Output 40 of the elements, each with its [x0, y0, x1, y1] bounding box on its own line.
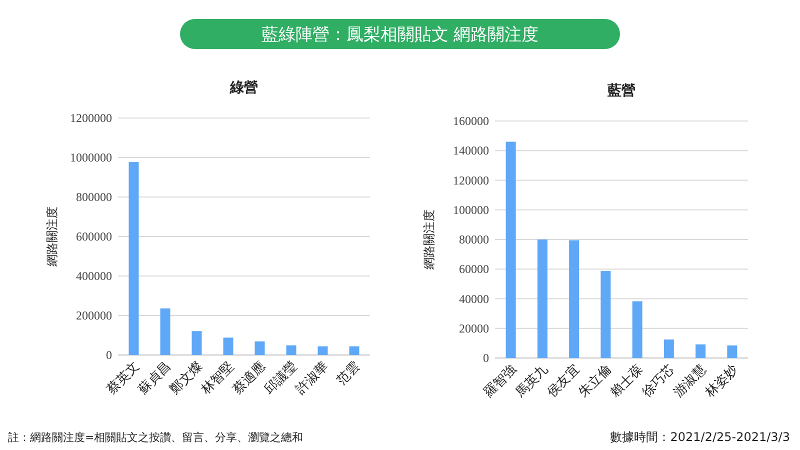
bar	[223, 338, 234, 355]
y-tick-label: 100000	[453, 202, 489, 217]
bar	[727, 345, 738, 358]
bar	[349, 346, 360, 355]
y-tick-label: 140000	[453, 144, 489, 158]
y-tick-label: 60000	[459, 262, 489, 276]
bar	[318, 346, 328, 355]
chart-title: 藍營	[606, 83, 636, 99]
y-tick-label: 40000	[459, 292, 489, 306]
y-tick-label: 20000	[459, 321, 489, 336]
y-tick-label: 0	[483, 351, 489, 365]
text: 數據時間：2021/2/25-2021/3/3	[610, 430, 790, 444]
bar	[286, 345, 296, 355]
y-tick-label: 600000	[76, 230, 112, 244]
y-tick-label: 120000	[453, 173, 489, 188]
bar	[506, 142, 516, 358]
bar	[254, 341, 265, 355]
y-tick-label: 160000	[453, 114, 489, 128]
bar	[192, 331, 202, 355]
y-tick-label: 1000000	[70, 150, 112, 164]
bar	[537, 240, 548, 358]
y-tick-label: 800000	[76, 190, 112, 204]
y-tick-label: 80000	[459, 232, 489, 246]
y-tick-label: 0	[106, 348, 112, 362]
chart-title: 綠營	[229, 80, 258, 96]
text: 藍綠陣營：鳳梨相關貼文 網路關注度	[261, 25, 539, 45]
y-axis-title: 網路關注度	[45, 206, 59, 268]
y-axis-title: 網路關注度	[422, 210, 436, 270]
bar	[600, 271, 611, 358]
y-tick-label: 1200000	[70, 111, 112, 125]
text: 註：網路關注度=相關貼文之按讚、留言、分享、瀏覽之總和	[8, 431, 304, 444]
x-tick-label: 范雲	[334, 359, 364, 388]
bar	[664, 339, 674, 358]
bar	[696, 344, 706, 358]
bar	[569, 240, 580, 358]
bar	[632, 301, 642, 358]
y-tick-label: 400000	[76, 269, 112, 283]
y-tick-label: 200000	[76, 308, 112, 322]
bar	[160, 308, 170, 355]
bar	[128, 162, 139, 355]
